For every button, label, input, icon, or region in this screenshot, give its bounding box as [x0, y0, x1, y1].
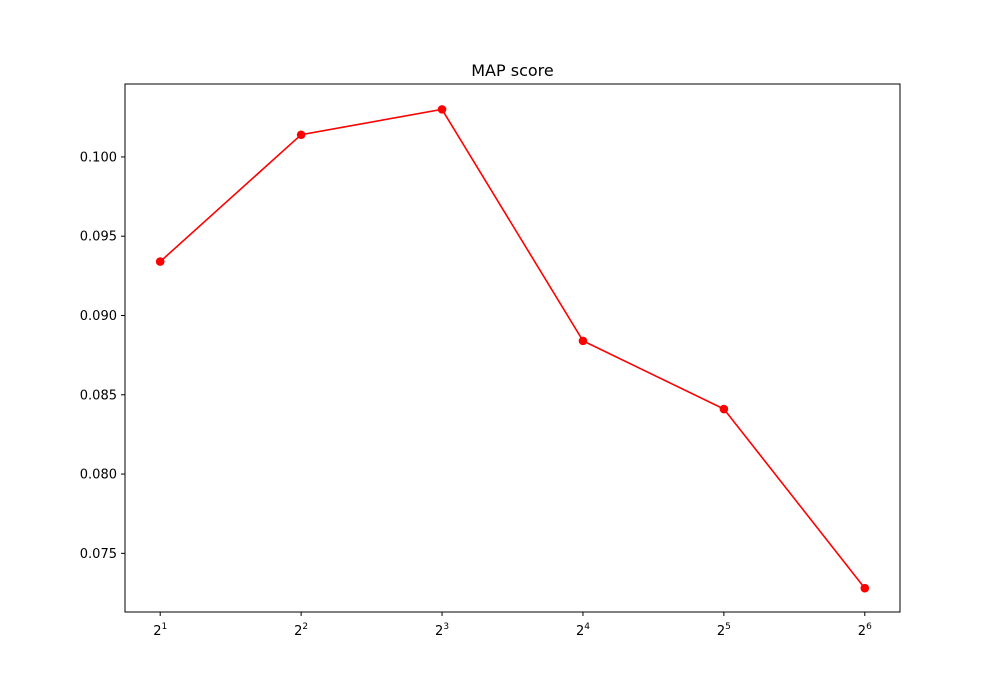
plot-area-frame: [124, 83, 901, 613]
x-tick-label-base: 2: [858, 624, 866, 639]
x-tick-label: 26: [858, 622, 872, 639]
data-point: [437, 105, 447, 114]
x-tick-label-base: 2: [576, 624, 584, 639]
y-tick-label: 0.100: [80, 150, 117, 165]
x-tick-label-base: 2: [435, 624, 443, 639]
data-point: [296, 130, 306, 140]
x-tick-label-exponent: 1: [161, 622, 167, 632]
x-tick-label-exponent: 5: [725, 622, 731, 632]
y-tick-label: 0.075: [80, 547, 117, 562]
data-point: [578, 336, 588, 346]
x-tick-label: 24: [576, 622, 590, 639]
x-axis: 21 22 23 24 25 26: [153, 612, 872, 639]
chart-title: MAP score: [471, 61, 553, 80]
y-tick-label: 0.080: [80, 468, 117, 483]
y-tick-label: 0.085: [80, 388, 117, 403]
y-tick-label: 0.095: [80, 230, 117, 245]
data-point: [155, 257, 165, 266]
x-tick-label-base: 2: [294, 624, 302, 639]
x-tick-label-exponent: 6: [866, 622, 872, 632]
x-tick-label-exponent: 3: [443, 622, 449, 632]
y-tick-label: 0.090: [80, 309, 117, 324]
x-tick-label: 25: [717, 622, 731, 639]
x-tick-label-base: 2: [153, 624, 161, 639]
x-tick-label: 22: [294, 622, 308, 639]
y-axis: 0.075 0.080 0.085 0.090 0.095 0.100: [80, 150, 125, 562]
x-tick-label: 21: [153, 622, 167, 639]
x-tick-label-base: 2: [717, 624, 725, 639]
series-layer: [155, 105, 870, 593]
data-point: [719, 404, 729, 414]
data-point: [860, 583, 870, 593]
x-tick-label-exponent: 2: [302, 622, 308, 632]
x-tick-label-exponent: 4: [584, 622, 590, 632]
x-tick-label: 23: [435, 622, 449, 639]
series-line: [159, 108, 866, 589]
